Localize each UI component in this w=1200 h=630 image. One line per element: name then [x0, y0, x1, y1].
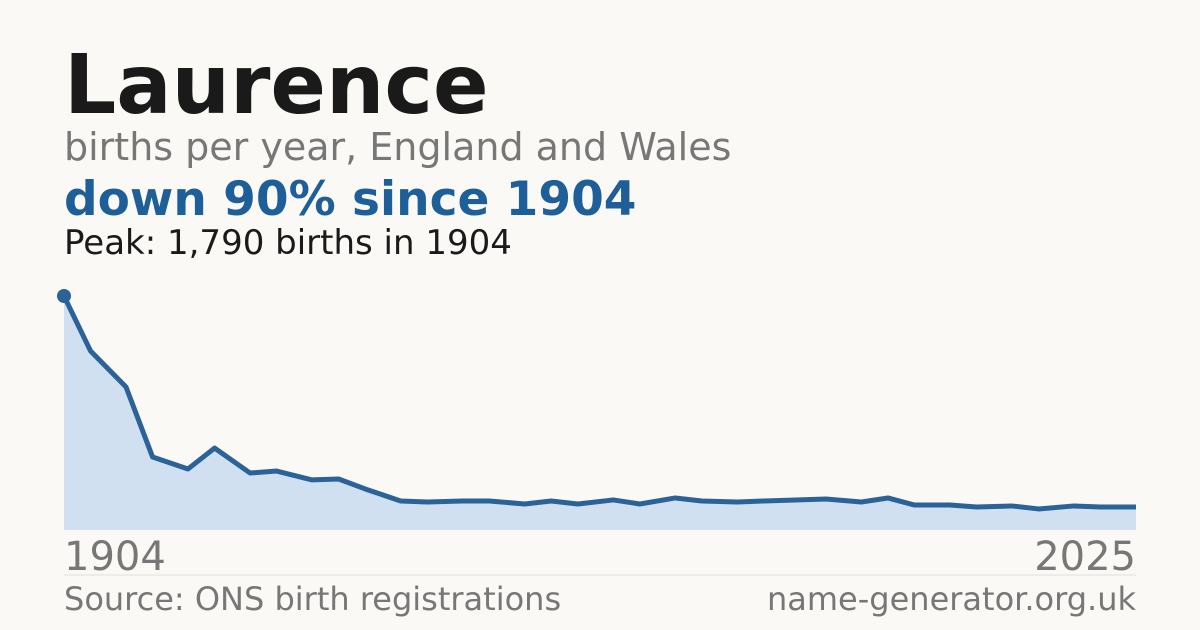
chart-title: Laurence	[64, 38, 489, 133]
peak-dot	[57, 289, 71, 303]
area-fill	[64, 296, 1136, 530]
line	[61, 294, 1136, 512]
peak-note: Peak: 1,790 births in 1904	[64, 223, 512, 263]
site: name-generator.org.uk	[767, 580, 1136, 618]
x-tick-label: 2025	[1034, 534, 1136, 580]
x-tick-label: 1904	[64, 534, 166, 580]
source: Source: ONS birth registrations	[64, 580, 561, 618]
subtitle: births per year, England and Wales	[64, 125, 731, 169]
headline: down 90% since 1904	[64, 172, 637, 227]
